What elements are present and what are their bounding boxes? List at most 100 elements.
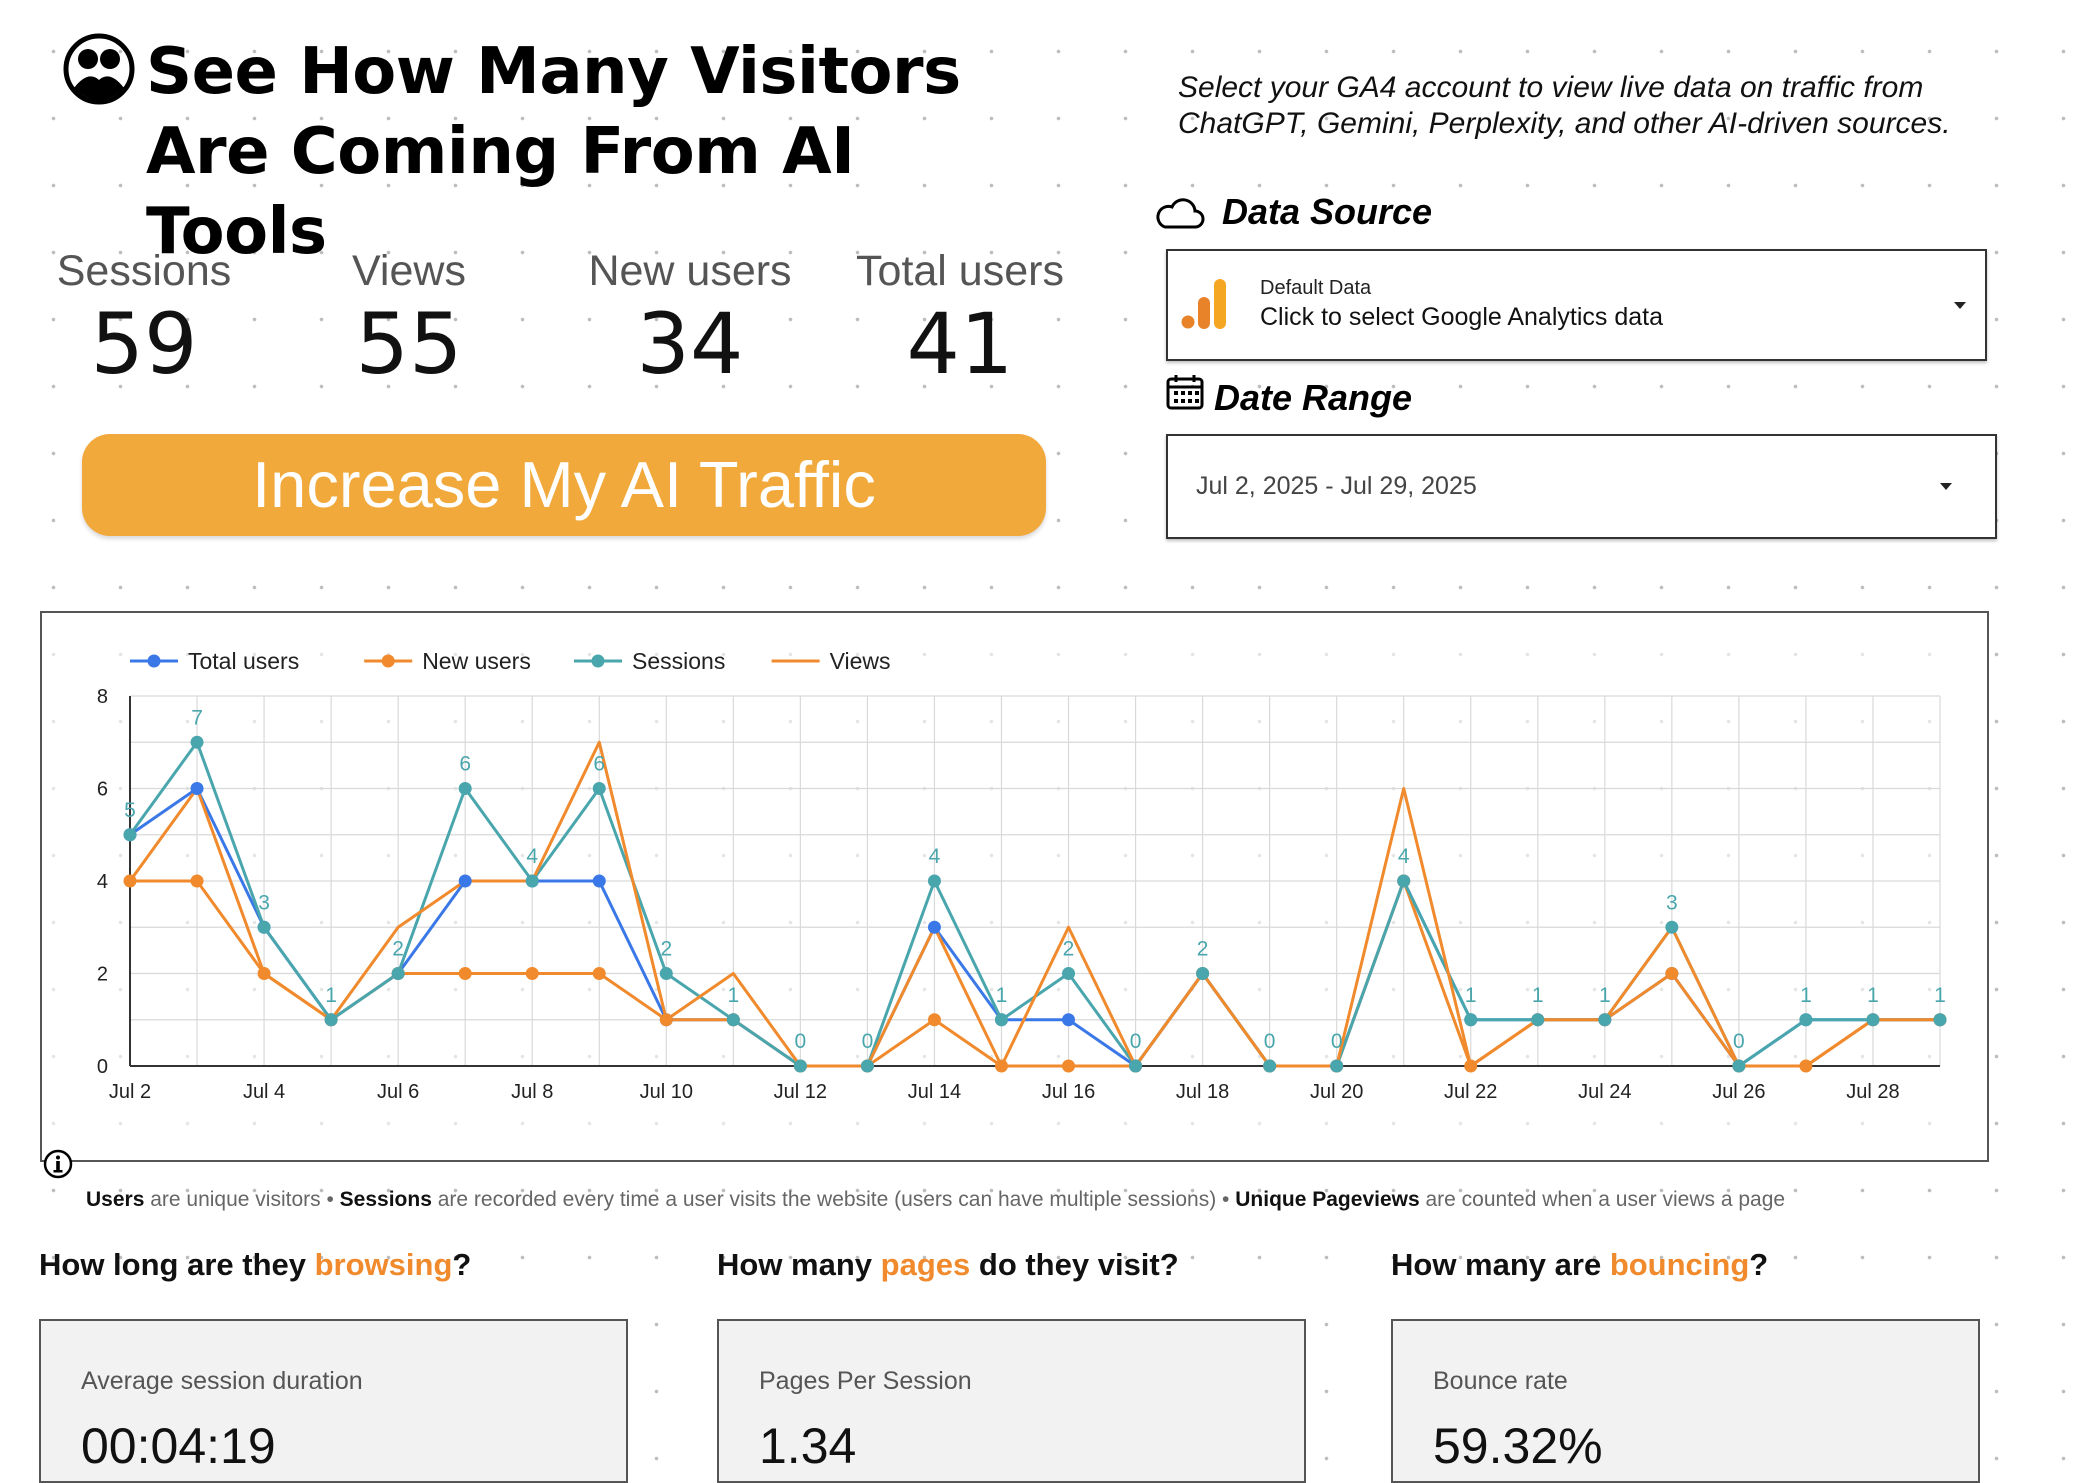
x-tick-label: Jul 26 <box>1712 1081 1765 1103</box>
footnote-sessions-term: Sessions <box>339 1188 432 1211</box>
card-value: 1.34 <box>759 1418 857 1474</box>
data-point-new-users <box>1062 1059 1076 1073</box>
x-tick-label: Jul 12 <box>774 1081 827 1103</box>
metric-value: 55 <box>355 295 463 393</box>
y-tick-label: 4 <box>97 871 108 893</box>
data-point-sessions <box>927 874 941 888</box>
question-pages: How many pages do they visit? <box>717 1245 1179 1285</box>
data-point-new-users <box>1665 967 1679 980</box>
data-label-sessions: 3 <box>1666 891 1678 914</box>
data-point-total-users <box>458 874 472 888</box>
data-label-sessions: 1 <box>1934 984 1946 1007</box>
question-text: do they visit? <box>970 1247 1179 1282</box>
data-point-new-users <box>190 874 204 888</box>
metric-views: Views 55 <box>269 246 549 392</box>
data-point-sessions <box>1062 967 1076 980</box>
chart-panel <box>40 611 1989 1162</box>
chevron-down-icon[interactable] <box>1954 302 1966 309</box>
page-title: See How Many Visitors Are Coming From AI… <box>146 35 961 269</box>
card-label: Average session duration <box>81 1367 363 1395</box>
data-label-sessions: 0 <box>1264 1030 1276 1053</box>
x-tick-label: Jul 8 <box>511 1081 553 1103</box>
data-label-sessions: 5 <box>124 799 136 822</box>
y-tick-label: 2 <box>97 964 108 986</box>
data-point-total-users <box>190 782 204 795</box>
data-source-title: Data Source <box>1222 191 1433 232</box>
series-line-views <box>128 740 1940 1068</box>
legend-marker <box>147 654 161 668</box>
data-label-sessions: 0 <box>1130 1030 1142 1053</box>
x-tick-label: Jul 4 <box>243 1081 285 1103</box>
bounce-rate-card: Bounce rate 59.32% <box>1391 1319 1980 1483</box>
data-label-sessions: 1 <box>1532 984 1544 1007</box>
data-point-sessions <box>324 1013 338 1027</box>
calendar-icon <box>1166 375 1204 410</box>
data-point-sessions <box>1866 1013 1880 1027</box>
data-point-total-users <box>592 874 606 888</box>
footnote-users-term: Users <box>86 1188 145 1211</box>
data-point-new-users <box>525 967 539 980</box>
metric-total-users: Total users 41 <box>820 246 1100 392</box>
y-tick-label: 6 <box>97 779 108 801</box>
data-label-sessions: 2 <box>1197 938 1209 961</box>
footnote-users-text: are unique visitors • <box>144 1188 340 1211</box>
data-label-sessions: 6 <box>459 753 471 776</box>
data-label-sessions: 0 <box>795 1030 807 1053</box>
question-text: How many <box>717 1247 881 1282</box>
data-label-sessions: 0 <box>1331 1030 1343 1053</box>
data-label-sessions: 4 <box>929 845 941 868</box>
card-value: 00:04:19 <box>81 1418 276 1474</box>
data-label-sessions: 4 <box>526 845 538 868</box>
data-label-sessions: 6 <box>593 753 605 776</box>
x-tick-label: Jul 24 <box>1578 1081 1631 1103</box>
data-point-sessions <box>1732 1059 1746 1073</box>
data-source-main-label: Click to select Google Analytics data <box>1260 303 1663 331</box>
data-point-total-users <box>927 920 941 934</box>
data-point-sessions <box>1598 1013 1612 1027</box>
avg-session-duration-card: Average session duration 00:04:19 <box>39 1319 628 1483</box>
date-range-title: Date Range <box>1214 377 1413 418</box>
metric-label: Total users <box>856 247 1064 295</box>
people-icon <box>63 33 135 105</box>
chevron-down-icon[interactable] <box>1940 483 1952 490</box>
data-point-new-users <box>257 967 271 980</box>
data-point-sessions <box>1464 1013 1478 1027</box>
data-point-sessions <box>257 920 271 934</box>
data-point-sessions <box>1665 920 1679 934</box>
legend-label: New users <box>422 648 531 674</box>
increase-ai-traffic-button[interactable]: Increase My AI Traffic <box>82 434 1046 536</box>
data-label-sessions: 3 <box>258 891 270 914</box>
question-bouncing: How many are bouncing? <box>1391 1245 1768 1285</box>
data-label-sessions: 7 <box>191 706 203 729</box>
y-tick-label: 8 <box>97 686 108 708</box>
metric-value: 34 <box>636 295 744 393</box>
data-point-sessions <box>1799 1013 1813 1027</box>
footnote-pageviews-term: Unique Pageviews <box>1235 1188 1420 1211</box>
data-label-sessions: 2 <box>660 938 672 961</box>
data-label-sessions: 4 <box>1398 845 1410 868</box>
data-point-sessions <box>1397 874 1411 888</box>
data-point-sessions <box>726 1013 740 1027</box>
data-point-sessions <box>659 967 673 980</box>
data-label-sessions: 1 <box>1867 984 1879 1007</box>
data-label-sessions: 1 <box>325 984 337 1007</box>
data-source-select[interactable]: Default Data Click to select Google Anal… <box>1166 249 1987 361</box>
data-point-sessions <box>525 874 539 888</box>
analytics-icon <box>1181 279 1226 329</box>
data-point-sessions <box>793 1059 807 1073</box>
info-icon[interactable] <box>42 1148 74 1180</box>
chart-footnote: Users are unique visitors • Sessions are… <box>86 1187 1986 1213</box>
x-tick-label: Jul 22 <box>1444 1081 1497 1103</box>
question-text: How long are they <box>39 1247 315 1282</box>
data-point-sessions <box>1933 1013 1947 1027</box>
footnote-sessions-text: are recorded every time a user visits th… <box>431 1188 1236 1211</box>
pages-per-session-card: Pages Per Session 1.34 <box>717 1319 1306 1483</box>
data-label-sessions: 1 <box>1465 984 1477 1007</box>
data-point-new-users <box>123 874 137 888</box>
data-label-sessions: 0 <box>1733 1030 1745 1053</box>
data-point-new-users <box>592 967 606 980</box>
metric-value: 59 <box>90 295 198 393</box>
data-point-sessions <box>1330 1059 1344 1073</box>
date-range-select[interactable]: Jul 2, 2025 - Jul 29, 2025 <box>1166 434 1997 539</box>
x-tick-label: Jul 20 <box>1310 1081 1363 1103</box>
